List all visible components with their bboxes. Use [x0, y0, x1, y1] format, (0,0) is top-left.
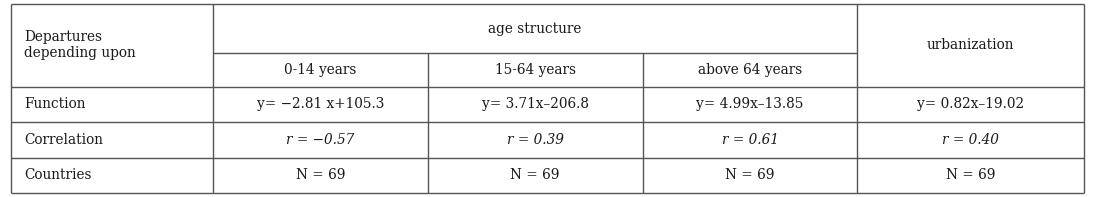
Text: Correlation: Correlation	[24, 133, 103, 147]
Text: N = 69: N = 69	[946, 168, 995, 182]
Text: r = 0.40: r = 0.40	[943, 133, 1000, 147]
Text: Countries: Countries	[24, 168, 92, 182]
Text: y= 3.71x–206.8: y= 3.71x–206.8	[482, 97, 589, 112]
Text: y= −2.81 x+105.3: y= −2.81 x+105.3	[256, 97, 384, 112]
Text: r = 0.61: r = 0.61	[722, 133, 779, 147]
Text: age structure: age structure	[488, 21, 581, 36]
Text: N = 69: N = 69	[725, 168, 775, 182]
Text: urbanization: urbanization	[927, 38, 1014, 52]
Text: 0-14 years: 0-14 years	[284, 63, 357, 77]
Text: y= 0.82x–19.02: y= 0.82x–19.02	[918, 97, 1024, 112]
Text: N = 69: N = 69	[296, 168, 345, 182]
Text: Departures
depending upon: Departures depending upon	[24, 30, 136, 60]
Text: y= 4.99x–13.85: y= 4.99x–13.85	[696, 97, 804, 112]
Text: above 64 years: above 64 years	[698, 63, 803, 77]
Text: r = −0.57: r = −0.57	[286, 133, 355, 147]
Text: r = 0.39: r = 0.39	[507, 133, 564, 147]
Text: 15-64 years: 15-64 years	[495, 63, 576, 77]
Text: N = 69: N = 69	[510, 168, 560, 182]
Text: Function: Function	[24, 97, 85, 112]
